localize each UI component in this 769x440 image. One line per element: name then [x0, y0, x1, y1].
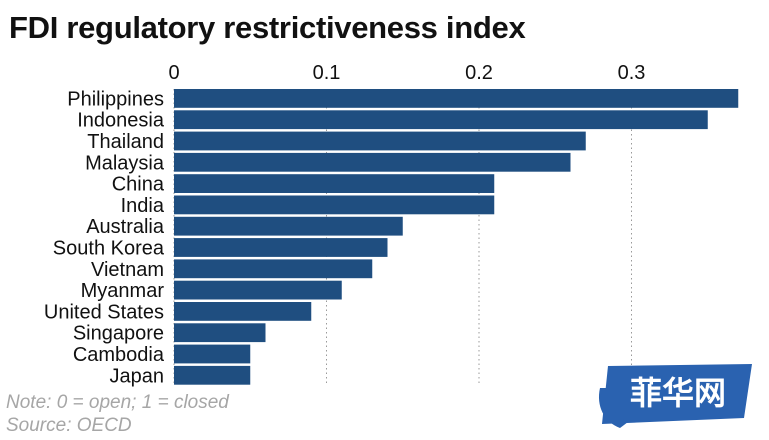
- watermark-logo: 菲华网: [598, 364, 752, 428]
- x-tick-label: 0.2: [465, 62, 493, 84]
- bar: [174, 259, 373, 279]
- x-tick-label: 0: [168, 62, 179, 84]
- chart-note: Note: 0 = open; 1 = closed: [6, 392, 229, 413]
- bar: [174, 174, 495, 193]
- category-label: Indonesia: [77, 110, 165, 132]
- category-label: Myanmar: [81, 280, 165, 302]
- chart-source: Source: OECD: [6, 415, 132, 436]
- category-label: Japan: [110, 365, 165, 387]
- bar: [174, 110, 708, 130]
- bar: [174, 280, 342, 300]
- category-label: Philippines: [67, 88, 164, 110]
- bar: [174, 302, 312, 321]
- category-label: China: [112, 174, 165, 196]
- x-tick-label: 0.3: [618, 62, 646, 84]
- category-label: United States: [44, 301, 164, 323]
- bar: [174, 195, 495, 215]
- bar: [174, 344, 251, 364]
- watermark-text: 菲华网: [630, 374, 726, 412]
- bars: [174, 89, 739, 385]
- x-axis-ticks: 0 0.1 0.2 0.3: [168, 62, 645, 84]
- category-label: Malaysia: [85, 152, 165, 174]
- category-label: Thailand: [87, 131, 164, 153]
- bar: [174, 323, 266, 343]
- category-label: Cambodia: [73, 344, 165, 366]
- category-labels: PhilippinesIndonesiaThailandMalaysiaChin…: [44, 88, 165, 387]
- bar: [174, 89, 739, 108]
- category-label: Singapore: [73, 323, 164, 345]
- category-label: Australia: [86, 216, 165, 238]
- bar: [174, 131, 586, 151]
- category-label: India: [121, 195, 165, 217]
- bar: [174, 365, 251, 385]
- category-label: South Korea: [53, 238, 165, 260]
- chart-title: FDI regulatory restrictiveness index: [9, 10, 526, 45]
- category-label: Vietnam: [91, 259, 164, 281]
- bar: [174, 152, 571, 172]
- bar: [174, 238, 388, 257]
- bar: [174, 216, 403, 236]
- x-tick-label: 0.1: [313, 62, 341, 84]
